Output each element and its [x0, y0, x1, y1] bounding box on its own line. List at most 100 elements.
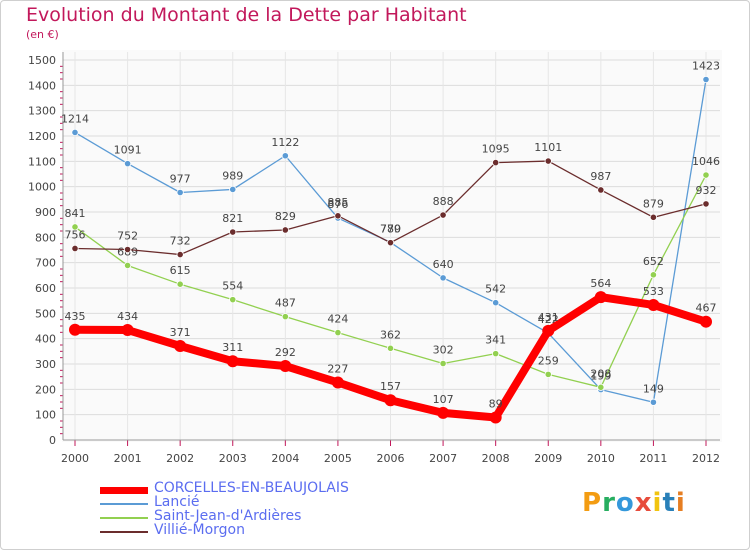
x-tick-label: 2002 [166, 452, 194, 465]
chart-unit: (en €) [26, 28, 59, 41]
data-point [71, 244, 79, 253]
data-label: 554 [222, 280, 243, 293]
data-point [439, 211, 447, 219]
data-label: 829 [275, 210, 296, 223]
x-tick-label: 2004 [271, 452, 299, 465]
x-tick-label: 2008 [482, 452, 510, 465]
data-point [544, 157, 552, 165]
data-label: 431 [538, 311, 559, 324]
y-tick-label: 200 [35, 383, 56, 396]
legend-label: CORCELLES-EN-BEAUJOLAIS [154, 480, 349, 496]
logo-letter: i [675, 488, 686, 518]
data-label: 564 [590, 277, 611, 290]
x-tick-label: 2005 [324, 452, 352, 465]
logo-letter: i [652, 488, 663, 518]
data-label: 821 [222, 212, 243, 225]
data-point [702, 200, 710, 208]
chart-title: Evolution du Montant de la Dette par Hab… [26, 4, 467, 26]
data-point [649, 213, 658, 221]
data-point [226, 355, 239, 368]
data-label: 208 [590, 367, 611, 380]
data-label: 977 [170, 172, 191, 185]
data-point [123, 245, 132, 254]
data-point [594, 291, 607, 304]
legend-swatch [100, 503, 148, 505]
data-point [437, 406, 450, 419]
data-label: 542 [485, 283, 506, 296]
data-label: 292 [275, 346, 296, 359]
y-tick-label: 600 [35, 282, 56, 295]
data-label: 199 [590, 370, 611, 383]
x-tick-label: 2011 [639, 452, 667, 465]
legend-swatch [100, 517, 148, 519]
y-tick-label: 500 [35, 307, 56, 320]
data-point [384, 394, 397, 407]
data-label: 841 [65, 207, 86, 220]
data-point [649, 398, 658, 406]
y-tick-label: 400 [35, 333, 56, 346]
data-label: 640 [433, 258, 454, 271]
data-label: 435 [65, 310, 86, 323]
data-point [331, 376, 344, 389]
data-point [281, 152, 289, 160]
x-tick-label: 2009 [534, 452, 562, 465]
data-point [492, 350, 500, 358]
y-tick-label: 1500 [28, 54, 56, 67]
data-label: 302 [433, 343, 454, 356]
data-label: 1091 [114, 144, 142, 157]
data-point [386, 239, 395, 247]
data-label: 779 [380, 223, 401, 236]
data-point [334, 328, 342, 337]
data-label: 1122 [271, 136, 299, 149]
data-point [176, 280, 184, 288]
data-point [174, 340, 187, 353]
data-label: 888 [433, 195, 454, 208]
x-tick-label: 2006 [377, 452, 405, 465]
legend-label: Villié-Morgon [154, 522, 245, 538]
data-label: 752 [117, 229, 138, 242]
data-label: 311 [222, 341, 243, 354]
data-label: 434 [117, 310, 138, 323]
data-point [69, 323, 81, 336]
data-label: 149 [643, 382, 664, 395]
data-point [492, 299, 500, 307]
data-label: 424 [327, 313, 348, 326]
data-label: 885 [327, 196, 348, 209]
data-point [71, 223, 79, 231]
data-label: 362 [380, 328, 401, 341]
data-label: 1095 [482, 143, 510, 156]
data-point [71, 128, 79, 137]
data-label: 1214 [61, 112, 89, 125]
logo-letter: t [662, 488, 676, 518]
x-tick-label: 2010 [587, 452, 615, 465]
y-tick-label: 1000 [28, 181, 56, 194]
y-tick-label: 1100 [28, 155, 56, 168]
data-point [597, 186, 605, 194]
x-tick-label: 2003 [219, 452, 247, 465]
data-label: 876 [327, 198, 348, 211]
data-point [176, 188, 184, 197]
data-point [492, 159, 500, 167]
data-point [176, 250, 184, 259]
data-point [229, 296, 237, 304]
data-point [700, 315, 712, 328]
data-label: 157 [380, 380, 401, 393]
y-tick-label: 0 [49, 434, 56, 447]
data-point [702, 171, 710, 179]
y-tick-label: 1400 [28, 79, 56, 92]
data-point [702, 75, 710, 84]
plot-area [62, 50, 722, 442]
data-label: 1046 [692, 155, 720, 168]
data-label: 371 [170, 326, 191, 339]
data-label: 756 [65, 228, 86, 241]
data-label: 89 [489, 397, 503, 410]
data-point [229, 185, 237, 194]
x-tick-label: 2001 [114, 452, 142, 465]
data-point [544, 370, 552, 378]
data-label: 652 [643, 255, 664, 268]
data-point [649, 271, 658, 279]
data-point [439, 359, 447, 368]
data-label: 615 [170, 264, 191, 277]
data-point [123, 261, 132, 270]
